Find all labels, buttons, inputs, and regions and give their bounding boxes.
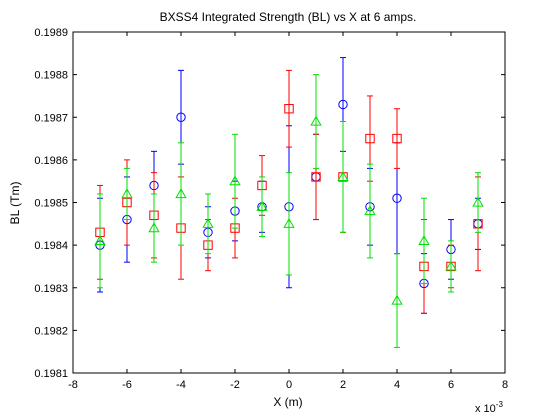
data-point-square (311, 172, 321, 182)
data-point-circle (338, 99, 348, 110)
y-tick-label: 0.1985 (34, 198, 68, 210)
data-point-triangle (391, 294, 403, 305)
x-tick-label: -2 (230, 379, 240, 391)
data-point-triangle (256, 200, 268, 211)
data-point-triangle (337, 171, 349, 182)
y-axis-label: BL (Tm) (8, 182, 22, 225)
x-tick-label: 0 (286, 379, 292, 391)
data-point-square (284, 104, 294, 114)
x-scale-multiplier: x 10-3 (475, 400, 503, 415)
data-point-triangle (175, 188, 187, 199)
data-point-square (365, 133, 375, 144)
data-point-triangle (202, 217, 214, 228)
axis-ticks: -8 -6 -4 -2 0 2 4 6 8 0.1981 0.1982 0.1983 0.1984 0.1… (34, 27, 508, 391)
data-point-circle (176, 112, 186, 122)
data-point-triangle (148, 222, 160, 233)
y-tick-label: 0.1984 (34, 240, 68, 252)
x-tick-label: -4 (176, 379, 186, 391)
series-triangle (94, 74, 484, 348)
data-point-triangle (121, 188, 133, 199)
chart-title: BXSS4 Integrated Strength (BL) vs X at 6… (160, 10, 417, 24)
data-point-triangle (283, 217, 295, 228)
y-tick-label: 0.1987 (34, 112, 68, 124)
x-tick-label: -6 (122, 379, 132, 391)
y-tick-label: 0.1981 (34, 368, 68, 380)
x-tick-label: 4 (394, 379, 400, 391)
data-series (94, 57, 484, 348)
data-point-triangle (418, 235, 430, 245)
data-point-triangle (94, 235, 106, 245)
y-tick-label: 0.1982 (34, 325, 68, 337)
x-tick-label: -8 (68, 379, 78, 391)
data-point-triangle (472, 196, 484, 207)
data-point-triangle (364, 205, 376, 216)
data-point-square (392, 133, 402, 144)
x-tick-label: 8 (502, 379, 508, 391)
data-point-triangle (229, 175, 241, 186)
y-tick-label: 0.1983 (34, 283, 68, 295)
x-tick-label: 6 (448, 379, 454, 391)
x-axis-label: X (m) (273, 395, 302, 409)
y-tick-label: 0.1986 (34, 155, 68, 167)
data-point-circle (392, 193, 402, 203)
y-tick-label: 0.1989 (34, 27, 68, 39)
y-tick-label: 0.1988 (34, 70, 68, 82)
x-tick-label: 2 (340, 379, 346, 391)
data-point-triangle (445, 260, 457, 271)
data-point-triangle (310, 115, 322, 126)
